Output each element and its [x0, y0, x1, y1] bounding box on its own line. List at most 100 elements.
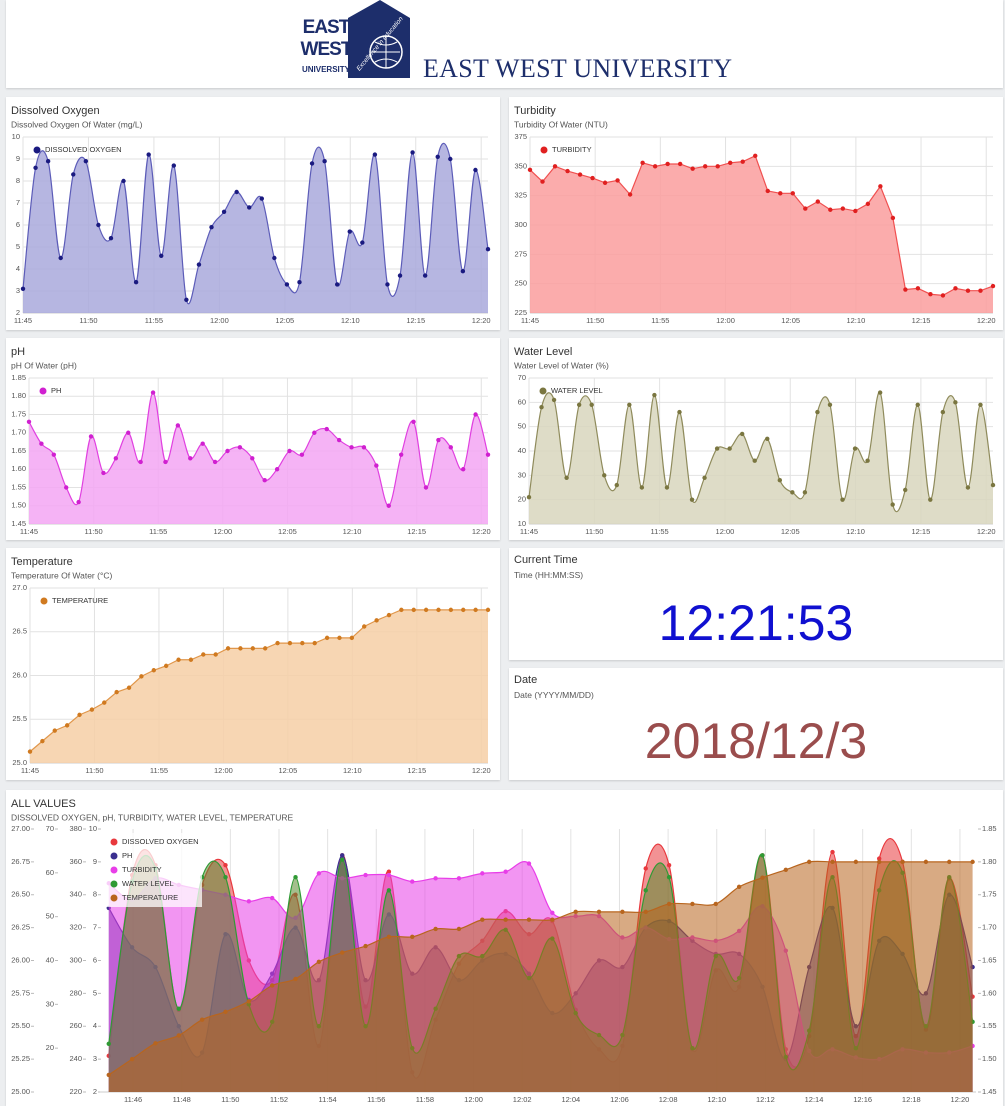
line [22, 142, 489, 305]
point [602, 180, 608, 185]
point [480, 917, 485, 922]
x-tick-label: 11:55 [149, 527, 167, 536]
panel: pH pH Of Water (pH) 11:45 11:50 11:55 12:00 12… [6, 338, 500, 540]
point [322, 159, 327, 164]
point [714, 446, 720, 451]
point [480, 871, 485, 876]
panel: Temperature Temperature Of Water (°C) 11:4… [6, 548, 500, 780]
point [783, 867, 789, 872]
point [890, 215, 896, 221]
point [269, 895, 275, 901]
y-tick-label: 60 [518, 397, 526, 406]
y-tick-label: 40 [518, 446, 526, 455]
y-tick-label: 50 [518, 422, 526, 431]
point [736, 884, 742, 890]
point [527, 167, 533, 173]
point [129, 1056, 135, 1062]
point [262, 478, 267, 483]
legend-marker [110, 838, 118, 846]
point [337, 635, 342, 641]
point [163, 663, 169, 669]
logo-shield [348, 0, 410, 78]
point [139, 674, 144, 679]
point [52, 728, 57, 733]
x-tick-label: 11:50 [85, 766, 103, 775]
point [760, 853, 765, 858]
y-tick-label: 260 [69, 1021, 82, 1030]
chart-subtitle: DISSOLVED OXYGEN, pH, TURBIDITY, WATER L… [11, 812, 293, 822]
y-tick-label: 26.0 [12, 670, 27, 679]
point [293, 875, 298, 880]
point [526, 495, 532, 500]
y-tick-label: 320 [69, 923, 82, 932]
x-tick-label: 12:10 [846, 316, 865, 325]
point [83, 159, 89, 164]
university-name: EAST WEST UNIVERSITY [423, 54, 732, 83]
point [423, 485, 429, 490]
point [410, 150, 415, 155]
chart-subtitle: Dissolved Oxygen Of Water (mg/L) [11, 119, 143, 129]
panel-subtitle: Time (HH:MM:SS) [514, 570, 584, 580]
y-tick-label: 220 [69, 1087, 82, 1096]
y-tick-label: 275 [514, 249, 527, 258]
y-tick-label: 3 [16, 286, 20, 295]
point [58, 255, 63, 261]
chart-subtitle: Water Level of Water (%) [514, 360, 609, 370]
point [238, 646, 243, 651]
point [677, 161, 683, 167]
point [753, 153, 758, 158]
point [806, 859, 812, 865]
y-tick-label: 350 [514, 161, 527, 170]
point [627, 402, 632, 407]
x-tick-label: 12:05 [781, 316, 800, 325]
y-tick-label: 1.65 [982, 955, 997, 964]
x-tick-label: 11:50 [586, 316, 604, 325]
point [752, 458, 757, 463]
point [640, 160, 645, 166]
y-tick-label: 3 [93, 1054, 97, 1063]
point [324, 635, 330, 641]
point [915, 402, 920, 407]
point [171, 163, 177, 168]
point [503, 917, 508, 922]
x-tick-label: 12:06 [610, 1095, 629, 1104]
point [64, 723, 70, 728]
y-tick-label: 1.80 [982, 857, 997, 866]
point [250, 646, 256, 651]
point [903, 487, 908, 493]
point [460, 467, 466, 472]
y-tick-label: 1.55 [11, 482, 26, 491]
point [259, 196, 264, 201]
point [627, 192, 633, 197]
x-tick-label: 12:20 [977, 527, 996, 536]
y-tick-label: 1.50 [982, 1054, 997, 1063]
point [765, 188, 770, 194]
point [940, 293, 946, 298]
chart-subtitle: pH Of Water (pH) [11, 360, 77, 370]
legend-label: DISSOLVED OXYGEN [45, 145, 122, 154]
point [702, 475, 707, 480]
point [666, 875, 672, 880]
point [423, 607, 429, 613]
y-tick-label: 10 [12, 132, 20, 141]
point [965, 485, 971, 490]
point [153, 1041, 158, 1046]
point [386, 612, 392, 618]
point [176, 1033, 181, 1038]
point [713, 901, 718, 907]
legend-marker [540, 146, 548, 154]
point [460, 269, 466, 274]
point [760, 875, 765, 880]
point [739, 431, 745, 437]
point [398, 452, 404, 457]
point [990, 482, 996, 488]
point [461, 607, 466, 613]
x-tick-label: 12:00 [716, 316, 735, 325]
point [374, 618, 379, 623]
x-tick-label: 12:10 [341, 316, 360, 325]
point [287, 448, 292, 454]
point [340, 857, 345, 862]
point [473, 167, 478, 173]
point [106, 1072, 111, 1078]
point [652, 164, 658, 169]
